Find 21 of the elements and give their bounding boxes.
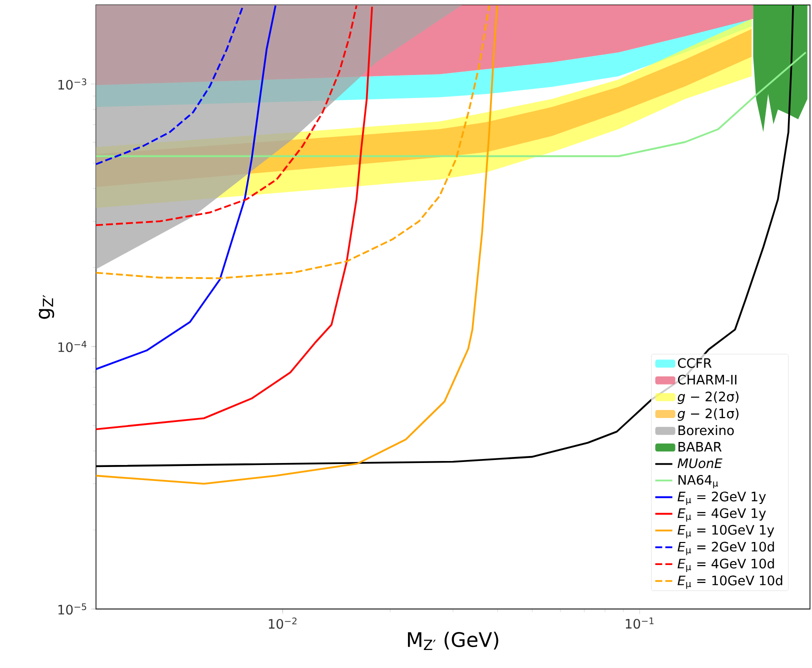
x-tick-label: 10$^{−1}$	[626, 618, 654, 629]
legend-label: E$_{μ}$ = 10GeV 1y	[678, 524, 774, 538]
legend-label: CHARM-II	[678, 374, 736, 385]
legend-label: g − 2(2σ)	[678, 391, 738, 404]
x-tick-label: 10$^{−2}$	[268, 618, 296, 629]
y-axis-title: g$_{Z′}$	[38, 294, 54, 319]
y-tick-label: 10$^{−3}$	[58, 78, 86, 90]
legend-label: NA64$_{μ}$	[678, 474, 718, 488]
y-tick-label: 10$^{−5}$	[58, 603, 86, 615]
legend-label: E$_{μ}$ = 4GeV 10d	[678, 558, 774, 572]
y-tick-label: 10$^{−4}$	[58, 340, 86, 352]
legend-label: E$_{μ}$ = 4GeV 1y	[678, 508, 766, 522]
legend-label: CCFR	[678, 358, 712, 368]
legend-label: g − 2(1σ)	[678, 408, 738, 421]
x-axis-title: M$_{Z′}$ (GeV)	[408, 632, 498, 650]
legend-label: E$_{μ}$ = 2GeV 10d	[678, 542, 774, 556]
legend-label: MUonE	[678, 458, 722, 468]
legend-label: BABAR	[678, 442, 722, 452]
legend-label: E$_{μ}$ = 10GeV 10d	[678, 575, 782, 589]
legend-label: E$_{μ}$ = 2GeV 1y	[678, 492, 766, 505]
legend-label: Borexino	[678, 425, 734, 436]
